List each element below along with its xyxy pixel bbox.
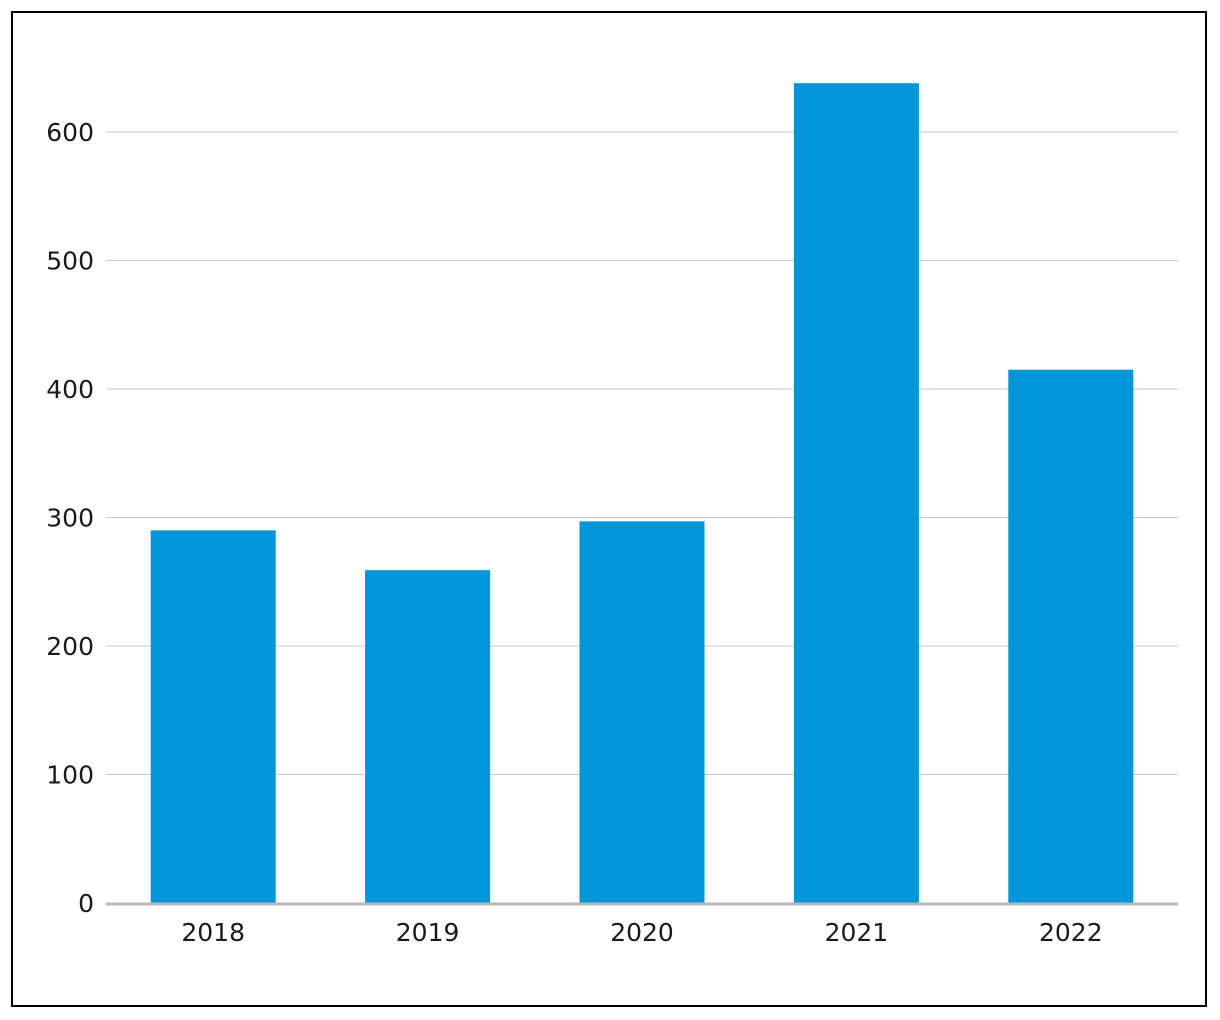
x-tick-label-2021: 2021 — [825, 918, 889, 947]
x-tick-label-2018: 2018 — [181, 918, 245, 947]
x-axis-category-labels: 2018 2019 2020 2021 2022 — [181, 918, 1102, 947]
y-tick-label-200: 200 — [46, 632, 94, 661]
bars — [150, 83, 1134, 904]
grid-lines — [106, 131, 1178, 775]
x-tick-label-2019: 2019 — [396, 918, 460, 947]
bar-2018 — [150, 530, 276, 903]
x-tick-label-2022: 2022 — [1039, 918, 1103, 947]
x-tick-label-2020: 2020 — [610, 918, 674, 947]
y-tick-label-100: 100 — [46, 761, 94, 790]
y-tick-label-400: 400 — [46, 375, 94, 404]
y-tick-label-0: 0 — [78, 889, 94, 918]
y-tick-label-500: 500 — [46, 247, 94, 276]
bar-2020 — [579, 521, 705, 903]
bar-2022 — [1008, 369, 1134, 904]
bar-2019 — [365, 570, 491, 903]
y-tick-label-300: 300 — [46, 504, 94, 533]
bar-2021 — [793, 83, 919, 904]
y-tick-label-600: 600 — [46, 118, 94, 147]
y-axis-tick-labels: 0 100 200 300 400 500 600 — [46, 118, 94, 918]
